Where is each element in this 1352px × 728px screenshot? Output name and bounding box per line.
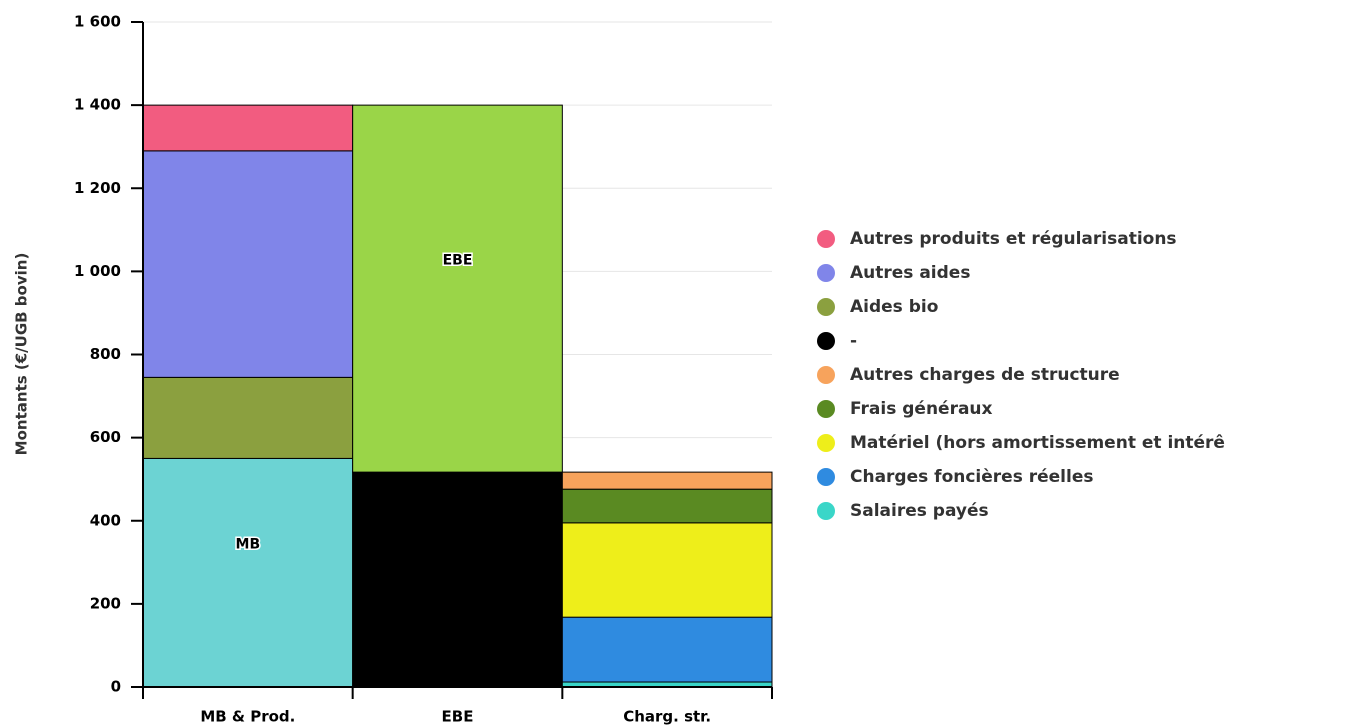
y-tick-label: 400 [90, 511, 121, 529]
legend-label: Autres charges de structure [850, 365, 1120, 385]
y-tick-label: 1 200 [74, 179, 121, 197]
legend-marker [817, 366, 835, 384]
segment-label: EBE [443, 253, 473, 269]
y-tick-label: 0 [111, 678, 121, 696]
y-tick-label: 600 [90, 428, 121, 446]
y-axis-title: Montants (€/UGB bovin) [13, 253, 31, 456]
legend-marker [817, 434, 835, 452]
bar-segment [142, 376, 354, 459]
legend-marker [817, 332, 835, 350]
bar-segment [352, 104, 563, 473]
y-tick-label: 1 000 [74, 262, 121, 280]
bar-segment [561, 488, 773, 524]
legend-label: Autres produits et régularisations [850, 229, 1177, 249]
legend-marker [817, 264, 835, 282]
y-tick-label: 1 600 [74, 13, 121, 31]
x-tick-label: MB & Prod. [200, 708, 295, 726]
legend-label: - [850, 331, 857, 351]
legend-marker [817, 400, 835, 418]
legend-label: Matériel (hors amortissement et intérê [850, 433, 1225, 453]
x-tick-label: EBE [442, 708, 474, 726]
legend-label: Salaires payés [850, 501, 989, 521]
y-tick-label: 1 400 [74, 96, 121, 114]
bar-segment [142, 150, 354, 378]
bar-segment [561, 471, 773, 490]
bar-segment [142, 457, 354, 688]
bar-segment [352, 471, 563, 688]
legend-label: Aides bio [850, 297, 938, 317]
legend-marker [817, 468, 835, 486]
bar-segment [142, 104, 354, 152]
bar-segment [561, 522, 773, 618]
legend-label: Charges foncières réelles [850, 467, 1093, 487]
legend-label: Frais généraux [850, 399, 993, 419]
legend-label: Autres aides [850, 263, 970, 283]
legend-marker [817, 502, 835, 520]
x-tick-label: Charg. str. [623, 708, 711, 726]
y-tick-label: 200 [90, 594, 121, 612]
legend-marker [817, 230, 835, 248]
legend-marker [817, 298, 835, 316]
y-tick-label: 800 [90, 345, 121, 363]
segment-label: MB [236, 537, 261, 553]
bar-segment [561, 616, 773, 683]
